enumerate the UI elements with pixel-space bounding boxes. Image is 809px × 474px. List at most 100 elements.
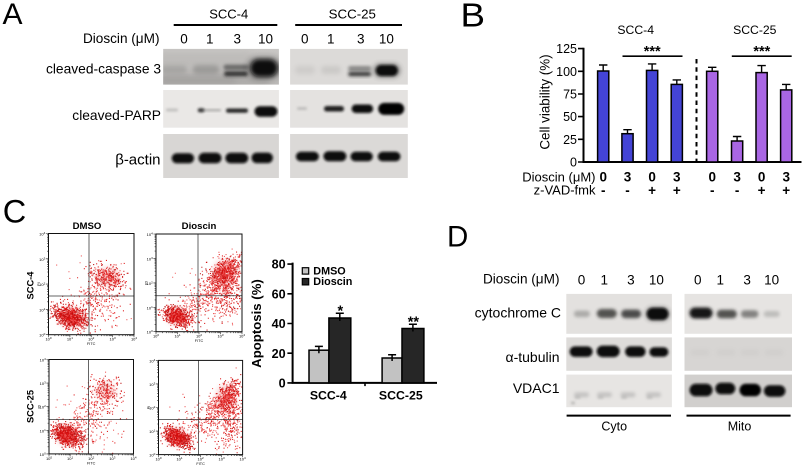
svg-text:3: 3: [782, 170, 790, 185]
svg-text:10: 10: [379, 32, 394, 47]
svg-text:103: 103: [110, 336, 116, 342]
svg-text:SCC-4: SCC-4: [617, 23, 654, 37]
svg-text:SCC-4: SCC-4: [310, 389, 347, 403]
svg-text:cleaved-PARP: cleaved-PARP: [72, 108, 161, 123]
svg-text:101: 101: [67, 455, 73, 461]
svg-text:3: 3: [357, 32, 365, 47]
svg-text:101: 101: [174, 333, 180, 339]
svg-text:0: 0: [301, 32, 309, 47]
svg-text:+: +: [758, 183, 766, 198]
svg-text:104: 104: [131, 336, 137, 342]
svg-text:Mito: Mito: [728, 420, 752, 434]
svg-text:1: 1: [206, 32, 214, 47]
svg-text:102: 102: [40, 404, 46, 410]
svg-text:101: 101: [39, 307, 45, 313]
svg-text:10: 10: [649, 272, 664, 287]
svg-text:cytochrome C: cytochrome C: [475, 305, 561, 321]
svg-text:Apoptosis (%): Apoptosis (%): [249, 279, 264, 368]
svg-text:20: 20: [272, 347, 286, 361]
svg-text:100: 100: [45, 336, 51, 342]
svg-text:103: 103: [39, 256, 45, 262]
svg-text:102: 102: [88, 336, 94, 342]
svg-text:PI: PI: [147, 406, 151, 410]
svg-text:Dioscin (μM): Dioscin (μM): [83, 31, 160, 46]
svg-text:cleaved-caspase 3: cleaved-caspase 3: [46, 62, 161, 77]
svg-text:3: 3: [624, 170, 632, 185]
svg-text:103: 103: [40, 381, 46, 387]
svg-text:1: 1: [327, 32, 335, 47]
svg-text:75: 75: [563, 88, 577, 102]
svg-text:0: 0: [694, 272, 702, 287]
svg-text:80: 80: [272, 258, 286, 272]
svg-text:-: -: [601, 183, 606, 198]
svg-text:101: 101: [149, 429, 155, 435]
svg-text:SCC-25: SCC-25: [26, 390, 36, 423]
svg-text:0: 0: [180, 32, 188, 47]
svg-text:*: *: [337, 303, 343, 319]
svg-text:DMSO: DMSO: [313, 265, 345, 277]
svg-text:FITC: FITC: [195, 339, 204, 343]
svg-text:1: 1: [601, 272, 609, 287]
svg-text:10: 10: [764, 272, 779, 287]
svg-text:102: 102: [149, 405, 155, 411]
svg-text:100: 100: [39, 332, 45, 338]
svg-text:103: 103: [149, 381, 155, 387]
svg-text:102: 102: [88, 455, 94, 461]
svg-text:+: +: [782, 183, 790, 198]
svg-text:104: 104: [147, 232, 153, 238]
svg-text:Cyto: Cyto: [601, 420, 627, 434]
svg-text:125: 125: [556, 42, 577, 56]
svg-text:D: D: [447, 221, 468, 254]
svg-text:104: 104: [40, 357, 46, 363]
svg-text:103: 103: [147, 256, 153, 262]
svg-text:FITC: FITC: [196, 462, 205, 466]
svg-text:PI: PI: [145, 281, 149, 285]
svg-text:25: 25: [563, 133, 577, 147]
svg-text:103: 103: [109, 455, 115, 461]
svg-text:0: 0: [599, 170, 607, 185]
svg-text:104: 104: [130, 455, 136, 461]
svg-text:PI: PI: [37, 282, 41, 286]
svg-text:3: 3: [743, 272, 751, 287]
svg-text:VDAC1: VDAC1: [513, 380, 560, 396]
svg-text:Cell viability (%): Cell viability (%): [538, 54, 553, 149]
svg-text:***: ***: [753, 44, 770, 60]
svg-text:0: 0: [758, 170, 766, 185]
svg-text:102: 102: [198, 456, 204, 462]
svg-text:Dioscin (μM): Dioscin (μM): [483, 272, 560, 287]
svg-text:3: 3: [234, 32, 242, 47]
svg-text:3: 3: [733, 170, 741, 185]
svg-text:SCC-25: SCC-25: [379, 389, 423, 403]
svg-text:100: 100: [556, 65, 577, 79]
svg-text:0: 0: [648, 170, 656, 185]
svg-text:Dioscin: Dioscin: [182, 221, 217, 232]
svg-text:100: 100: [147, 329, 153, 335]
svg-text:0: 0: [708, 170, 716, 185]
svg-text:-: -: [625, 183, 630, 198]
svg-text:104: 104: [149, 358, 155, 364]
svg-text:60: 60: [272, 287, 286, 301]
svg-text:SCC-4: SCC-4: [209, 7, 248, 22]
svg-text:α-tubulin: α-tubulin: [505, 349, 559, 365]
svg-text:SCC-25: SCC-25: [329, 7, 376, 22]
svg-text:A: A: [3, 0, 23, 31]
svg-text:***: ***: [644, 44, 661, 60]
svg-text:100: 100: [149, 452, 155, 458]
svg-text:101: 101: [147, 305, 153, 311]
svg-text:102: 102: [196, 333, 202, 339]
svg-text:+: +: [673, 183, 681, 198]
svg-text:102: 102: [147, 280, 153, 286]
svg-text:100: 100: [40, 451, 46, 457]
svg-text:Dioscin (μM): Dioscin (μM): [522, 170, 595, 185]
svg-text:103: 103: [217, 333, 223, 339]
svg-text:FITC: FITC: [87, 342, 96, 346]
svg-text:104: 104: [240, 456, 246, 462]
svg-text:β-actin: β-actin: [115, 152, 160, 169]
svg-text:0: 0: [279, 377, 286, 391]
svg-text:**: **: [408, 315, 420, 331]
svg-text:101: 101: [176, 456, 182, 462]
svg-text:FITC: FITC: [87, 461, 96, 465]
svg-text:-: -: [710, 183, 715, 198]
svg-text:1: 1: [717, 272, 725, 287]
svg-text:SCC-4: SCC-4: [26, 271, 36, 300]
